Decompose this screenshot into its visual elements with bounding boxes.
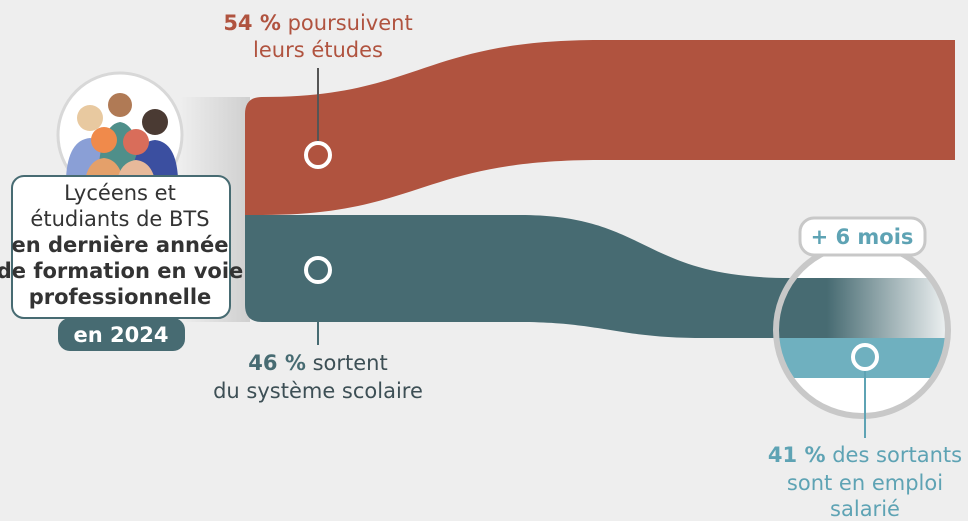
- flow-text: sont en emploi: [787, 471, 943, 495]
- population-text: de formation en voie: [0, 259, 243, 283]
- year: en 2024: [74, 323, 169, 347]
- population-text: en dernière année: [12, 233, 229, 257]
- population-text: étudiants de BTS: [30, 207, 209, 231]
- percent: 54 %: [223, 11, 281, 35]
- lens-exit-band: [770, 278, 960, 338]
- page: Lycéens et étudiants de BTS en dernière …: [0, 0, 968, 521]
- population-text: professionnelle: [29, 285, 212, 309]
- percent: 46 %: [248, 351, 306, 375]
- flow-text: sortent: [313, 351, 388, 375]
- flow-text: salarié: [830, 497, 900, 521]
- flow-label: 46 % sortent: [248, 351, 387, 375]
- flow-label: 54 % poursuivent: [223, 11, 412, 35]
- infographic: Lycéens et étudiants de BTS en dernière …: [0, 0, 968, 521]
- population-text: Lycéens et: [64, 181, 176, 205]
- flow-text: poursuivent: [288, 11, 413, 35]
- flow-text: leurs études: [253, 38, 383, 62]
- badge: + 6 mois: [811, 225, 914, 249]
- flow-label: 41 % des sortants: [768, 443, 962, 467]
- flow-text: des sortants: [832, 443, 962, 467]
- flow-text: du système scolaire: [213, 379, 423, 403]
- percent: 41 %: [768, 443, 826, 467]
